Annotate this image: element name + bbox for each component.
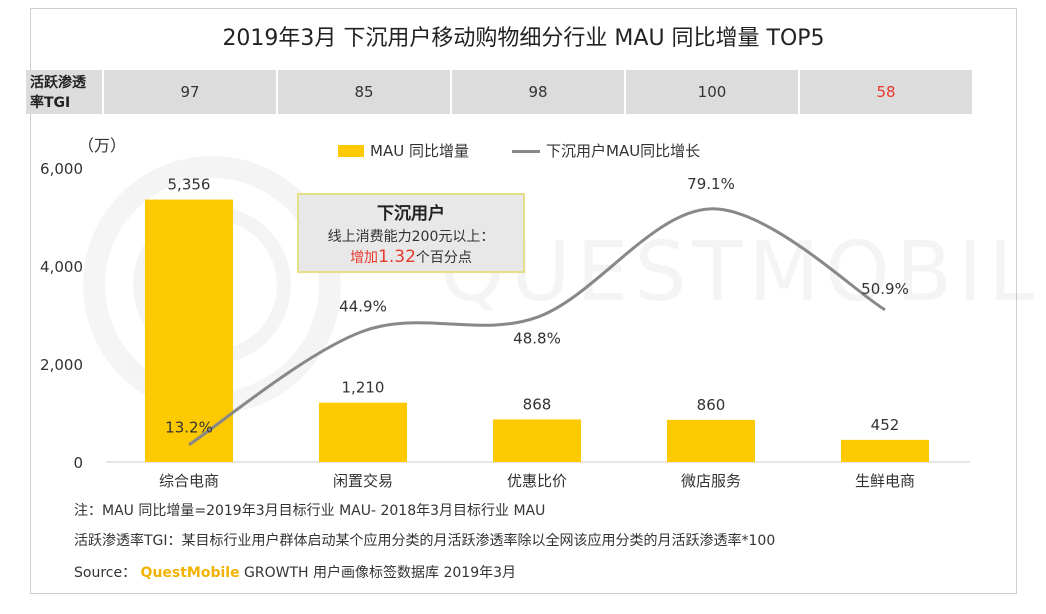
y-tick-label: 2,000 xyxy=(40,356,83,374)
line-value-label: 13.2% xyxy=(165,419,213,437)
footnote-mau: 注：MAU 同比增量=2019年3月目标行业 MAU- 2018年3月目标行业 … xyxy=(74,503,546,519)
callout-line2: 增加1.32个百分点 xyxy=(350,247,472,267)
callout-suffix: 个百分点 xyxy=(416,250,472,266)
line-value-label: 48.8% xyxy=(513,329,561,347)
bar-value-label: 860 xyxy=(697,396,726,414)
x-tick-label: 闲置交易 xyxy=(333,472,393,490)
chart-title: 2019年3月 下沉用户移动购物细分行业 MAU 同比增量 TOP5 xyxy=(222,26,825,51)
bar xyxy=(493,419,581,462)
growth-line xyxy=(188,207,886,447)
watermark: QUESTMOBILE xyxy=(83,156,1046,414)
line-value-label: 79.1% xyxy=(687,175,735,193)
callout-prefix: 增加 xyxy=(350,250,378,266)
callout-box: 下沉用户 线上消费能力200元以上： 增加1.32个百分点 xyxy=(297,193,525,273)
bar xyxy=(667,419,755,462)
callout-line1: 线上消费能力200元以上： xyxy=(328,229,495,245)
bar xyxy=(319,402,407,462)
source-brand: QuestMobile xyxy=(140,565,240,581)
tgi-value-2: 85 xyxy=(278,70,450,114)
source-rest: GROWTH 用户画像标签数据库 2019年3月 xyxy=(239,565,517,581)
legend-bar-label: MAU 同比增量 xyxy=(370,142,469,160)
line-value-label: 50.9% xyxy=(861,280,909,298)
callout-title: 下沉用户 xyxy=(377,203,445,224)
legend-bar-swatch xyxy=(338,145,364,157)
callout-number: 1.32 xyxy=(378,247,416,267)
legend-line-swatch xyxy=(512,150,540,153)
legend-line-label: 下沉用户MAU同比增长 xyxy=(546,142,701,160)
callout-background xyxy=(297,193,525,273)
y-tick-label: 4,000 xyxy=(40,258,83,276)
tgi-row-label: 活跃渗透 率TGI xyxy=(26,70,102,114)
bar xyxy=(841,439,929,462)
tgi-value-3: 98 xyxy=(452,70,624,114)
y-tick-label: 6,000 xyxy=(40,160,83,178)
tgi-label-line1: 活跃渗透 xyxy=(30,75,86,91)
tgi-value-5: 58 xyxy=(800,70,972,114)
footnote-tgi: 活跃渗透率TGI：某目标行业用户群体启动某个应用分类的月活跃渗透率除以全网该应用… xyxy=(74,533,776,549)
bar-value-label: 868 xyxy=(523,395,552,413)
x-tick-label: 优惠比价 xyxy=(507,472,567,490)
bar-value-label: 1,210 xyxy=(342,379,385,397)
line-value-label: 44.9% xyxy=(339,297,387,315)
x-tick-label: 综合电商 xyxy=(159,472,219,490)
x-tick-label: 生鲜电商 xyxy=(855,472,915,490)
x-tick-label: 微店服务 xyxy=(681,472,741,490)
tgi-value-1: 97 xyxy=(104,70,276,114)
tgi-label-line2: 率TGI xyxy=(30,95,71,111)
y-axis-unit: （万） xyxy=(78,136,126,155)
bar xyxy=(145,199,233,462)
watermark-text: QUESTMOBILE xyxy=(440,225,1046,320)
y-tick-label: 0 xyxy=(73,454,83,472)
bar-value-label: 5,356 xyxy=(168,176,211,194)
bar-value-label: 452 xyxy=(871,416,900,434)
source-prefix: Source： xyxy=(74,565,137,581)
footnote-source: Source： QuestMobile GROWTH 用户画像标签数据库 201… xyxy=(74,562,516,582)
tgi-value-4: 100 xyxy=(626,70,798,114)
chart-frame xyxy=(30,8,1017,594)
